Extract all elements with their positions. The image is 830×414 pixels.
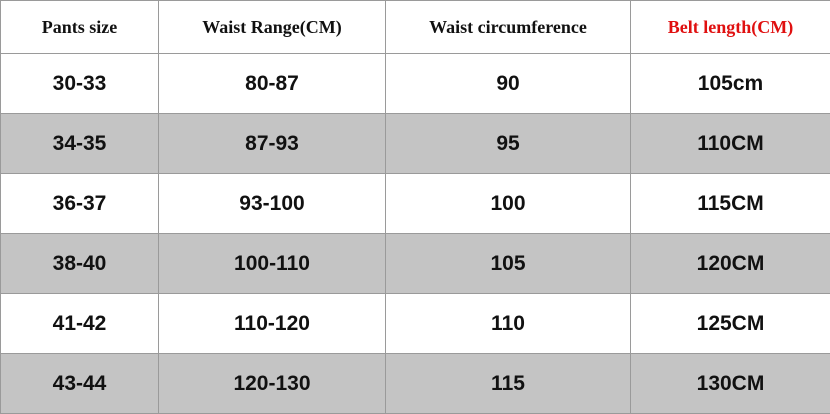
table-cell: 125CM <box>630 293 830 354</box>
table-cell: 110 <box>385 293 631 354</box>
table-cell: 120CM <box>630 233 830 294</box>
table-cell: 100 <box>385 173 631 234</box>
table-row: 43-44 120-130 115 130CM <box>0 353 830 414</box>
header-cell: Waist circumference <box>385 0 631 54</box>
header-cell: Belt length(CM) <box>630 0 830 54</box>
table-header: Pants size Waist Range(CM) Waist circumfer… <box>0 0 830 54</box>
table-row: 30-33 80-87 90 105cm <box>0 53 830 114</box>
header-row: Pants size Waist Range(CM) Waist circumfer… <box>0 0 830 54</box>
table-cell: 115 <box>385 353 631 414</box>
table-cell: 80-87 <box>158 53 386 114</box>
table-cell: 34-35 <box>0 113 159 174</box>
table-row: 38-40 100-110 105 120CM <box>0 233 830 294</box>
table-cell: 36-37 <box>0 173 159 234</box>
table-cell: 87-93 <box>158 113 386 174</box>
table-cell: 110CM <box>630 113 830 174</box>
table-cell: 41-42 <box>0 293 159 354</box>
header-cell: Pants size <box>0 0 159 54</box>
table-body: 30-33 80-87 90 105cm 34-35 87-93 95 110CM 36-37 9… <box>0 53 830 414</box>
table-cell: 95 <box>385 113 631 174</box>
table-cell: 105 <box>385 233 631 294</box>
table-cell: 130CM <box>630 353 830 414</box>
table-cell: 110-120 <box>158 293 386 354</box>
table-row: 36-37 93-100 100 115CM <box>0 173 830 234</box>
table-cell: 105cm <box>630 53 830 114</box>
table-row: 34-35 87-93 95 110CM <box>0 113 830 174</box>
table-cell: 93-100 <box>158 173 386 234</box>
header-cell: Waist Range(CM) <box>158 0 386 54</box>
table-cell: 90 <box>385 53 631 114</box>
table-cell: 120-130 <box>158 353 386 414</box>
table-cell: 115CM <box>630 173 830 234</box>
table-row: 41-42 110-120 110 125CM <box>0 293 830 354</box>
table-cell: 30-33 <box>0 53 159 114</box>
table-cell: 100-110 <box>158 233 386 294</box>
table-cell: 38-40 <box>0 233 159 294</box>
table-cell: 43-44 <box>0 353 159 414</box>
